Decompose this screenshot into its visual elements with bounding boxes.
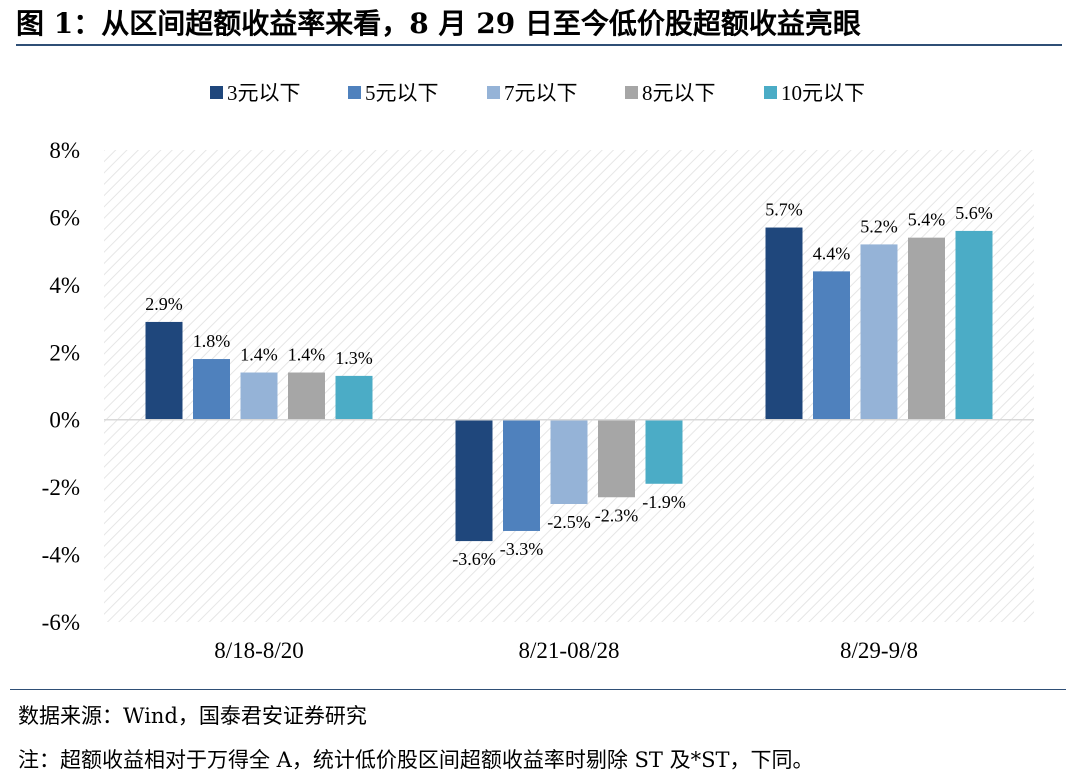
y-tick-label: -6% [42, 610, 80, 635]
data-label: 5.4% [908, 210, 946, 230]
bar [908, 237, 945, 420]
legend-label: 3元以下 [227, 81, 301, 105]
bar [193, 359, 230, 420]
bar [288, 372, 325, 420]
bar [240, 372, 278, 420]
bar-chart: 3元以下 5元以下 7元以下 8元以下 10元以下 -6% -4% -2% 0% 2% 4% 6% 8… [42, 81, 1034, 663]
data-label: 1.4% [240, 345, 278, 365]
bar [955, 230, 993, 420]
legend-item: 7元以下 [487, 81, 578, 105]
data-label: -3.6% [452, 549, 496, 569]
title-rule [16, 44, 1062, 46]
x-tick-label: 8/21-08/28 [519, 638, 620, 663]
bar [860, 244, 898, 420]
legend-item: 5元以下 [348, 81, 439, 105]
y-tick-label: 6% [49, 205, 80, 230]
data-label: 5.7% [765, 200, 803, 220]
legend-swatch [764, 86, 777, 99]
y-tick-label: 0% [49, 408, 80, 433]
legend-item: 3元以下 [210, 81, 301, 105]
y-axis: -6% -4% -2% 0% 2% 4% 6% 8% [42, 138, 80, 635]
y-tick-label: 2% [49, 340, 80, 365]
legend-label: 8元以下 [642, 81, 716, 105]
legend-swatch [625, 86, 638, 99]
bar [765, 227, 803, 420]
legend-swatch [210, 86, 223, 99]
legend-label: 10元以下 [781, 81, 865, 105]
data-label: 2.9% [145, 294, 183, 314]
legend-swatch [487, 86, 500, 99]
data-label: 5.2% [860, 216, 898, 236]
data-label: 5.6% [955, 203, 993, 223]
y-tick-label: -2% [42, 475, 80, 500]
x-axis: 8/18-8/20 8/21-08/28 8/29-9/8 [214, 638, 918, 663]
legend-label: 7元以下 [504, 81, 578, 105]
y-tick-label: -4% [42, 543, 80, 568]
data-label: 1.8% [193, 331, 231, 351]
bar [145, 321, 183, 420]
legend-label: 5元以下 [365, 81, 439, 105]
bar [503, 419, 540, 531]
legend: 3元以下 5元以下 7元以下 8元以下 10元以下 [210, 81, 865, 105]
data-label: -2.3% [595, 505, 639, 525]
bar [813, 271, 850, 420]
source-note: 数据来源：Wind，国泰君安证券研究 [18, 704, 367, 728]
y-tick-label: 8% [49, 138, 80, 163]
data-label: -1.9% [642, 492, 686, 512]
bar [335, 375, 373, 420]
bar [455, 419, 493, 542]
legend-item: 8元以下 [625, 81, 716, 105]
x-tick-label: 8/18-8/20 [214, 638, 303, 663]
footer-rule [10, 689, 1066, 690]
legend-swatch [348, 86, 361, 99]
footnote: 注：超额收益相对于万得全 A，统计低价股区间超额收益率时剔除 ST 及*ST，下… [18, 748, 814, 772]
data-label: 4.4% [813, 243, 851, 263]
bar [598, 419, 635, 498]
bars [145, 227, 993, 542]
chart-title: 图 1：从区间超额收益率来看，8 月 29 日至今低价股超额收益亮眼 [16, 7, 861, 40]
x-tick-label: 8/29-9/8 [840, 638, 918, 663]
data-labels: 2.9% 1.8% 1.4% 1.4% 1.3% -3.6%-3.3%-2.5% -2.3%… [145, 200, 993, 570]
data-label: -3.3% [500, 539, 544, 559]
data-label: 1.3% [335, 348, 373, 368]
data-label: 1.4% [288, 345, 326, 365]
bar [550, 419, 588, 504]
legend-item: 10元以下 [764, 81, 865, 105]
data-label: -2.5% [547, 512, 591, 532]
bar [645, 419, 683, 484]
y-tick-label: 4% [49, 273, 80, 298]
